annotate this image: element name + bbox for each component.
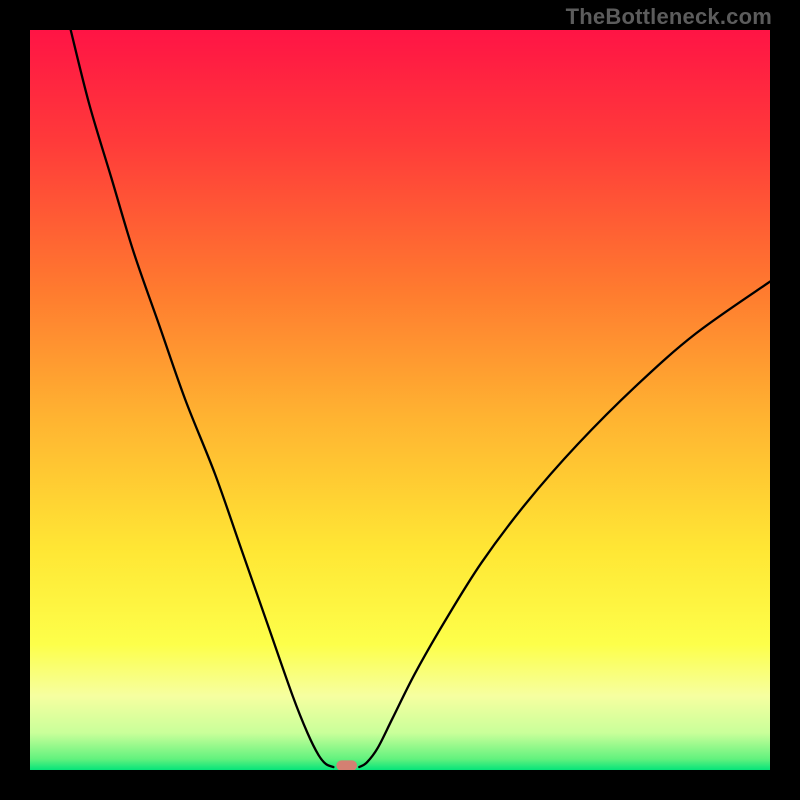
curve-overlay — [30, 30, 770, 770]
plot-area — [30, 30, 770, 770]
attribution-label: TheBottleneck.com — [566, 4, 772, 30]
chart-frame: TheBottleneck.com — [0, 0, 800, 800]
optimal-marker — [336, 760, 357, 770]
bottleneck-curve — [71, 30, 770, 767]
